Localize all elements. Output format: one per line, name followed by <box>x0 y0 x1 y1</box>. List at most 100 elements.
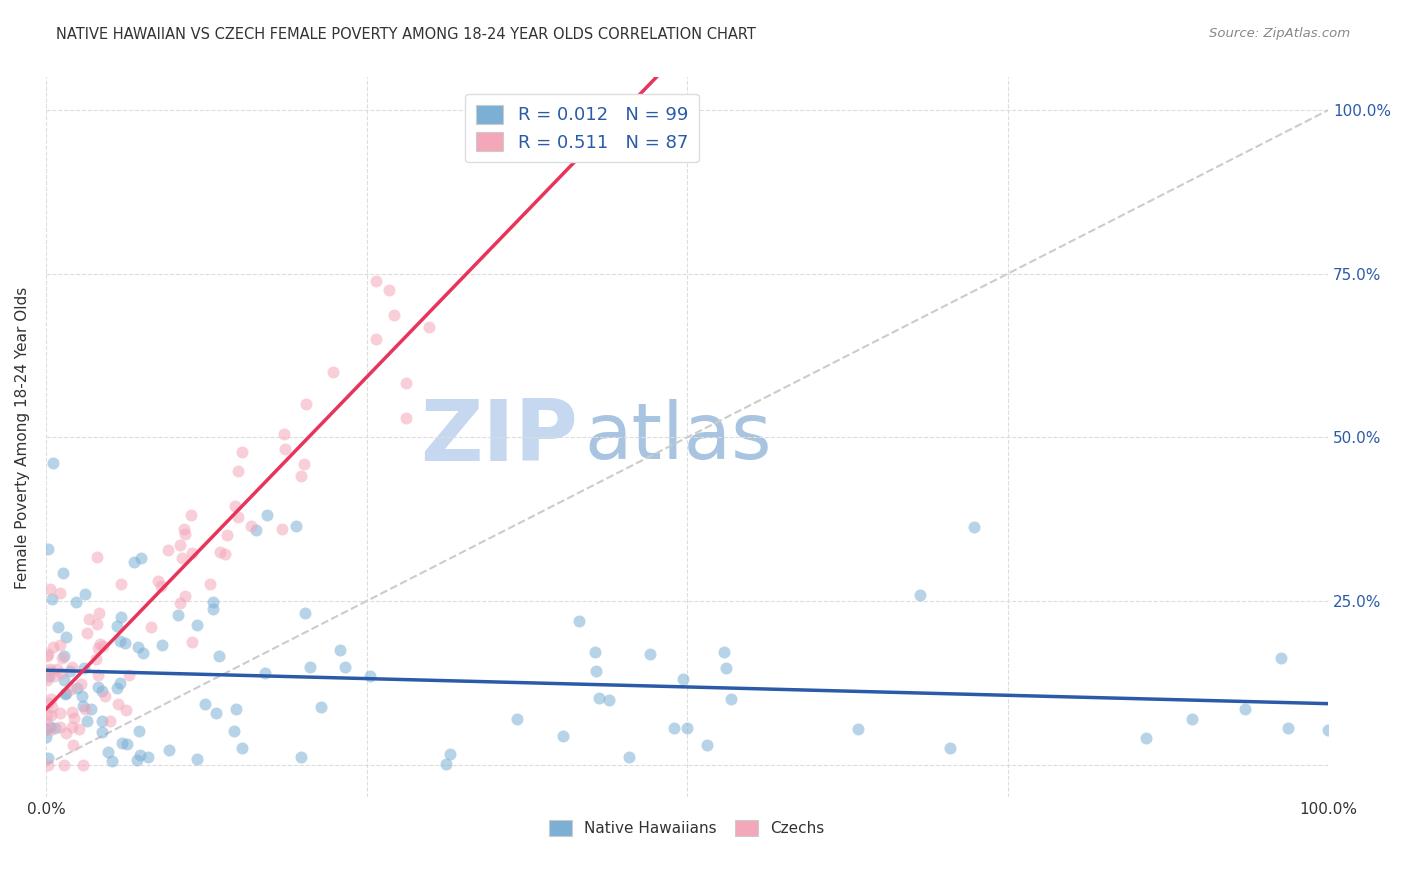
Point <box>117 738 139 752</box>
Point <box>662 722 685 736</box>
Point <box>53 673 76 687</box>
Point <box>290 750 312 764</box>
Point <box>309 700 332 714</box>
Point <box>55 630 77 644</box>
Point <box>35 722 58 736</box>
Point <box>156 543 179 558</box>
Point <box>35 649 58 664</box>
Point <box>41 700 63 714</box>
Point <box>55 686 77 700</box>
Point <box>1135 731 1157 746</box>
Point <box>568 614 591 628</box>
Point <box>329 643 352 657</box>
Point <box>720 692 742 706</box>
Point <box>53 687 76 701</box>
Point <box>713 645 735 659</box>
Point <box>228 510 250 524</box>
Point <box>46 662 69 676</box>
Point <box>53 648 76 663</box>
Point <box>256 508 278 523</box>
Point <box>253 665 276 680</box>
Point <box>86 550 108 565</box>
Point <box>553 730 575 744</box>
Point <box>62 738 84 752</box>
Point <box>333 659 356 673</box>
Point <box>200 577 222 591</box>
Point <box>848 723 870 737</box>
Point <box>136 750 159 764</box>
Point <box>716 660 738 674</box>
Point <box>173 522 195 536</box>
Point <box>48 638 70 652</box>
Point <box>205 706 228 721</box>
Point <box>118 668 141 682</box>
Point <box>672 673 695 687</box>
Point <box>60 659 83 673</box>
Point <box>101 754 124 768</box>
Point <box>174 589 197 603</box>
Point <box>394 410 416 425</box>
Point <box>110 577 132 591</box>
Point <box>97 745 120 759</box>
Point <box>86 617 108 632</box>
Point <box>52 566 75 580</box>
Point <box>290 469 312 483</box>
Text: atlas: atlas <box>585 400 772 475</box>
Point <box>180 508 202 522</box>
Point <box>60 705 83 719</box>
Point <box>65 595 87 609</box>
Point <box>37 647 59 661</box>
Point <box>439 747 461 762</box>
Point <box>271 522 294 536</box>
Point <box>217 528 239 542</box>
Point <box>51 651 73 665</box>
Point <box>1270 650 1292 665</box>
Point <box>90 684 112 698</box>
Point <box>105 681 128 695</box>
Point <box>208 648 231 663</box>
Point <box>90 714 112 729</box>
Point <box>295 397 318 411</box>
Point <box>72 698 94 713</box>
Point <box>132 646 155 660</box>
Text: ZIP: ZIP <box>420 396 578 479</box>
Point <box>139 620 162 634</box>
Point <box>108 676 131 690</box>
Point <box>42 669 65 683</box>
Point <box>90 724 112 739</box>
Point <box>231 740 253 755</box>
Point <box>366 332 388 346</box>
Point <box>127 640 149 654</box>
Point <box>638 648 661 662</box>
Point <box>42 640 65 654</box>
Point <box>172 551 194 566</box>
Point <box>38 720 60 734</box>
Point <box>675 721 697 735</box>
Point <box>114 636 136 650</box>
Point <box>80 702 103 716</box>
Point <box>48 720 70 734</box>
Point <box>108 633 131 648</box>
Point <box>169 596 191 610</box>
Point <box>222 723 245 738</box>
Point <box>91 640 114 654</box>
Point <box>434 756 457 771</box>
Point <box>588 691 610 706</box>
Point <box>89 606 111 620</box>
Point <box>231 444 253 458</box>
Point <box>239 519 262 533</box>
Text: Source: ZipAtlas.com: Source: ZipAtlas.com <box>1209 27 1350 40</box>
Point <box>41 708 63 723</box>
Point <box>194 697 217 711</box>
Point <box>186 618 208 632</box>
Point <box>105 619 128 633</box>
Point <box>1316 723 1339 737</box>
Point <box>167 608 190 623</box>
Point <box>66 681 89 695</box>
Point <box>202 595 225 609</box>
Point <box>186 752 208 766</box>
Point <box>294 606 316 620</box>
Point <box>35 731 58 745</box>
Point <box>76 714 98 728</box>
Point <box>150 638 173 652</box>
